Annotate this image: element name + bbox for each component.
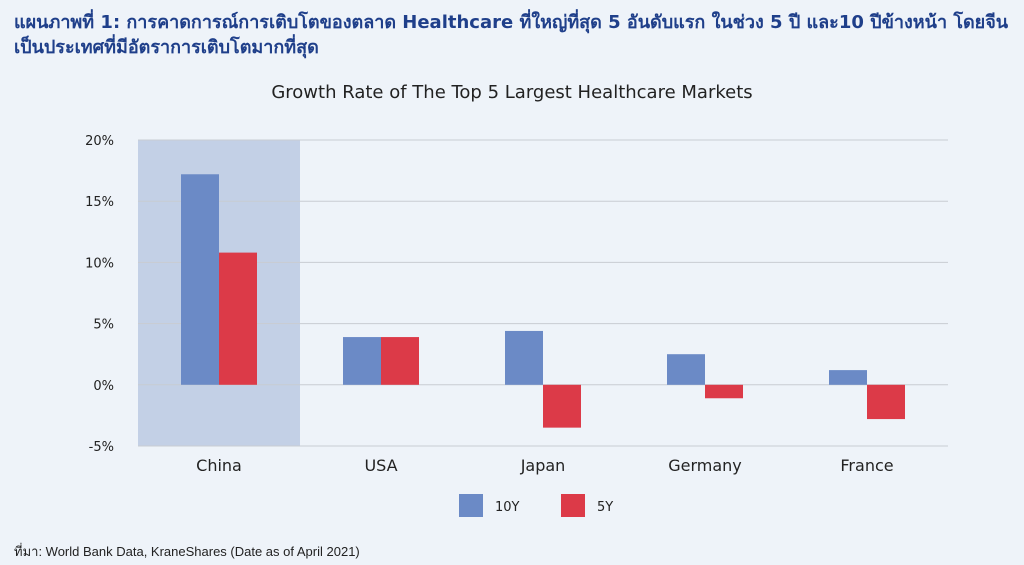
- bar-5y-china: [219, 252, 257, 385]
- bar-10y-japan: [505, 330, 543, 385]
- bar-10y-usa: [343, 337, 381, 385]
- legend-swatch-5y: [561, 494, 585, 517]
- y-tick-label: 20%: [85, 134, 114, 149]
- bar-5y-france: [867, 384, 905, 420]
- y-tick-label: 5%: [93, 318, 114, 333]
- y-tick-label: 0%: [93, 379, 114, 394]
- bar-5y-usa: [381, 337, 419, 385]
- y-tick-label: 10%: [85, 256, 114, 271]
- legend-label: 10Y: [495, 500, 520, 515]
- chart-title: Growth Rate of The Top 5 Largest Healthc…: [271, 82, 753, 103]
- x-category-label: France: [840, 456, 893, 475]
- x-category-label: Germany: [668, 456, 742, 475]
- source-note: ที่มา: World Bank Data, KraneShares (Dat…: [14, 544, 360, 559]
- y-tick-label: -5%: [89, 440, 114, 455]
- x-category-label: USA: [364, 456, 397, 475]
- bar-10y-china: [181, 174, 219, 385]
- x-category-label: China: [196, 456, 242, 475]
- bar-5y-japan: [543, 384, 581, 428]
- y-tick-label: 15%: [85, 195, 114, 210]
- bar-5y-germany: [705, 384, 743, 399]
- bar-10y-germany: [667, 354, 705, 385]
- legend-label: 5Y: [597, 500, 613, 515]
- legend-swatch-10y: [459, 494, 483, 517]
- figure-heading: แผนภาพที่ 1: การคาดการณ์การเติบโตของตลาด…: [14, 12, 1009, 58]
- x-category-label: Japan: [520, 456, 566, 475]
- bar-10y-france: [829, 370, 867, 385]
